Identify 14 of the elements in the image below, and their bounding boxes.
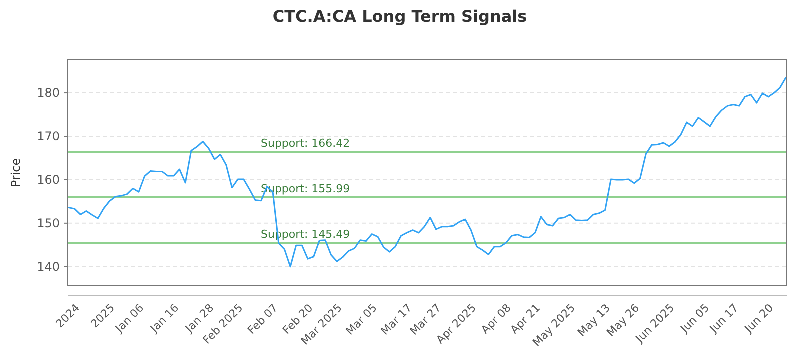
line-series <box>68 77 787 268</box>
y-tick-label: 150 <box>37 216 60 231</box>
x-tick-label: Jan 16 <box>147 302 182 336</box>
x-tick-label: Jan 06 <box>112 302 147 336</box>
y-tick-label: 160 <box>37 173 60 188</box>
y-tick-label: 180 <box>37 86 60 100</box>
ref-line-label: Support: 166.42 <box>261 137 350 150</box>
y-axis-title: Price <box>9 158 23 188</box>
y-tick-label: 170 <box>37 130 60 144</box>
y-tick-label: 140 <box>37 260 60 274</box>
chart-title: CTC.A:CA Long Term Signals <box>272 7 528 26</box>
x-tick-label: Feb 07 <box>245 302 281 337</box>
x-tick-label: Mar 05 <box>344 302 380 338</box>
x-tick-label: Jun 20 <box>742 302 776 336</box>
